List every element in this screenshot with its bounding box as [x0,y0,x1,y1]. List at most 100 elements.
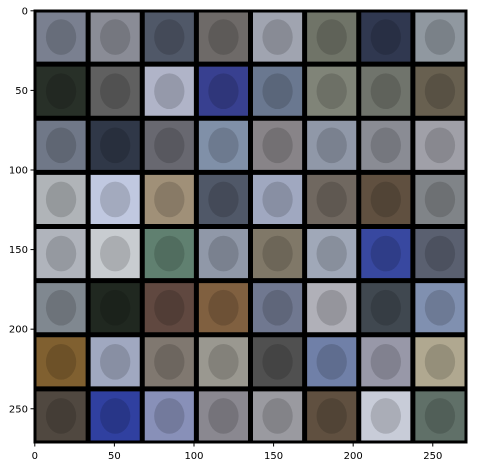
image-tile [144,391,194,441]
tile-shade [370,73,401,110]
tile-shade [45,289,77,326]
image-tile [307,12,357,62]
tile-shade [45,127,77,164]
image-tile [144,283,194,333]
image-tile [36,229,86,279]
image-tile [90,12,140,62]
tile-shade [208,181,239,218]
image-tile [361,174,411,224]
image-tile [144,337,194,387]
image-grid [34,10,467,443]
image-tile [198,66,248,116]
tile-shade [45,181,77,218]
tile-shade [262,73,293,110]
image-tile [361,283,411,333]
image-tile [90,283,140,333]
tile-shade [316,181,347,218]
tile-shade [262,289,293,326]
image-tile [90,174,140,224]
tile-shade [154,181,185,218]
x-tick-label: 100 [184,451,203,462]
image-tile [90,229,140,279]
tile-shade [316,289,347,326]
tile-shade [154,289,185,326]
image-tile [307,174,357,224]
tile-shade [370,398,401,434]
tile-shade [316,127,347,164]
tile-shade [262,343,293,380]
image-tile [144,12,194,62]
image-tile [361,229,411,279]
tile-shade [262,235,293,272]
tile-shade [45,398,77,434]
image-tile [361,120,411,170]
image-tile [36,391,86,441]
image-tile [90,337,140,387]
image-tile [253,229,303,279]
tile-shade [424,181,456,218]
tile-shade [208,235,239,272]
image-tile [36,66,86,116]
tile-shade [262,398,293,434]
tile-shade [370,289,401,326]
tile-shade [424,127,456,164]
tile-shade [100,289,131,326]
y-tick-label: 0 [22,6,28,17]
y-tick-label: 100 [9,165,28,176]
image-tile [253,283,303,333]
tile-shade [100,235,131,272]
image-tile [90,120,140,170]
tile-shade [45,343,77,380]
image-tile [361,391,411,441]
x-tick-label: 200 [344,451,363,462]
image-tile [253,337,303,387]
image-tile [307,66,357,116]
tile-shade [154,343,185,380]
image-tile [307,229,357,279]
image-tile [36,174,86,224]
image-tile [253,66,303,116]
tile-shade [100,73,131,110]
tile-shade [316,73,347,110]
tile-shade [208,19,239,55]
tile-shade [100,181,131,218]
image-tile [144,66,194,116]
tile-shade [370,343,401,380]
image-tile [144,174,194,224]
tile-shade [45,73,77,110]
y-tick-label: 200 [9,325,28,336]
tile-shade [208,343,239,380]
x-tick-label: 250 [423,451,442,462]
image-tile [307,120,357,170]
tile-shade [154,19,185,55]
image-tile [307,391,357,441]
image-tile [415,174,465,224]
tile-shade [100,398,131,434]
image-tile [198,337,248,387]
y-tick-label: 50 [15,86,28,97]
image-tile [198,12,248,62]
y-tick-label: 250 [9,404,28,415]
image-tile [90,66,140,116]
tile-shade [100,19,131,55]
image-tile [253,391,303,441]
image-tile [415,66,465,116]
image-tile [253,12,303,62]
axes-frame [33,9,468,444]
tile-shade [370,235,401,272]
tile-shade [370,127,401,164]
tile-shade [424,19,456,55]
image-tile [307,283,357,333]
image-tile [415,229,465,279]
image-tile [361,337,411,387]
image-tile [361,66,411,116]
image-tile [198,120,248,170]
y-tick-label: 150 [9,245,28,256]
tile-shade [316,398,347,434]
tile-shade [424,73,456,110]
image-tile [198,391,248,441]
x-tick-label: 150 [264,451,283,462]
tile-shade [262,19,293,55]
image-tile [198,283,248,333]
